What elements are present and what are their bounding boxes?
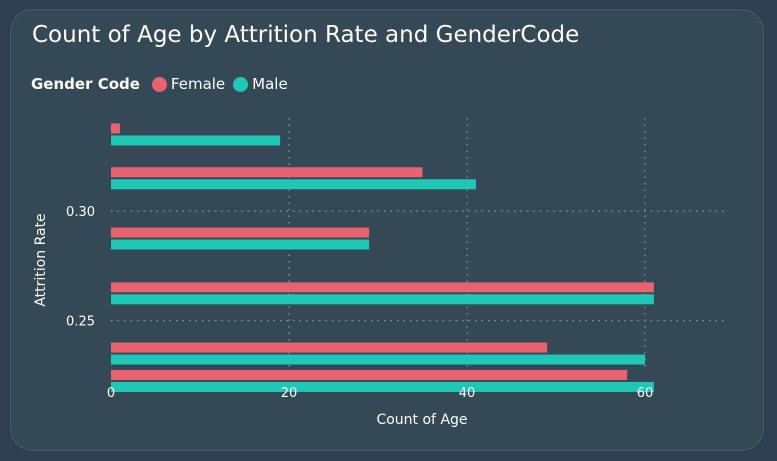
bar-female-2[interactable] (111, 227, 370, 238)
legend-female-label: Female (170, 75, 226, 93)
y-tick-label-0: 0.25 (66, 315, 95, 330)
bar-male-2[interactable] (111, 239, 370, 250)
y-axis-title: Attrition Rate (33, 213, 49, 306)
bars (111, 123, 654, 392)
legend: Gender Code Female Male (31, 73, 296, 95)
bar-male-1[interactable] (111, 179, 476, 190)
x-tick-label-1: 20 (281, 386, 298, 401)
x-tick-label-2: 40 (459, 386, 476, 401)
bar-female-3[interactable] (111, 282, 654, 293)
x-tick-label-0: 0 (107, 386, 115, 401)
legend-item-female[interactable]: Female (151, 75, 226, 93)
y-tick-label-1: 0.30 (66, 205, 95, 220)
bar-male-5[interactable] (111, 381, 654, 392)
chart-title: Count of Age by Attrition Rate and Gende… (32, 22, 580, 48)
x-axis-ticks: 0 20 40 60 (107, 386, 653, 401)
bar-female-5[interactable] (111, 369, 628, 380)
legend-title: Gender Code (31, 75, 140, 93)
legend-female-dot (151, 76, 167, 92)
legend-male-dot (233, 76, 249, 92)
bar-male-0[interactable] (111, 135, 281, 146)
x-axis-title: Count of Age (376, 412, 467, 428)
legend-item-male[interactable]: Male (233, 75, 288, 93)
bar-male-3[interactable] (111, 294, 654, 305)
bar-male-4[interactable] (111, 354, 645, 365)
x-tick-label-3: 60 (637, 386, 654, 401)
bar-female-4[interactable] (111, 342, 548, 353)
bar-female-1[interactable] (111, 167, 423, 178)
bar-female-0[interactable] (111, 123, 120, 134)
y-axis-ticks: 0.25 0.30 (66, 205, 95, 330)
legend-male-label: Male (252, 75, 288, 93)
